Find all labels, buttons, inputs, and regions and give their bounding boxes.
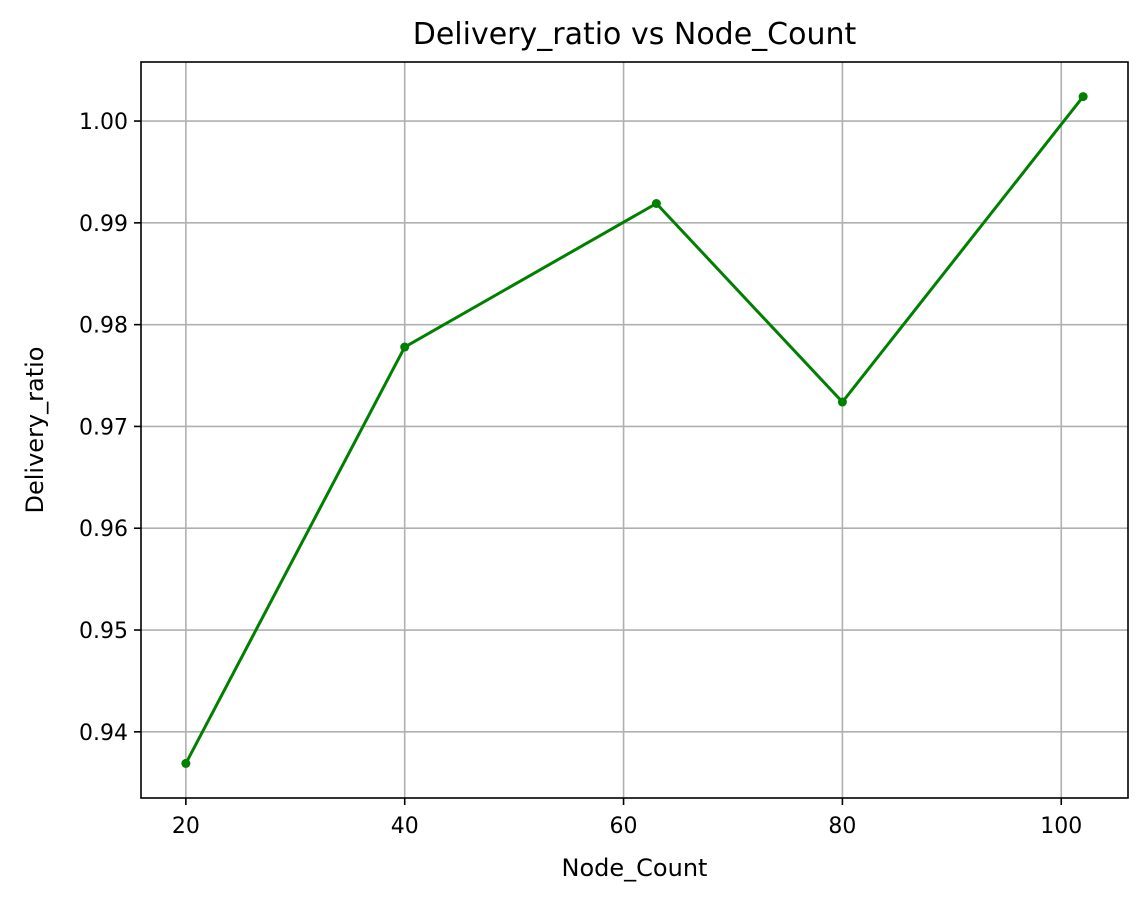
plot-frame — [140, 61, 1129, 799]
y-tick-label: 0.94 — [79, 721, 128, 746]
data-point — [837, 397, 847, 407]
y-axis-label: Delivery_ratio — [21, 347, 49, 514]
y-tick-label: 0.99 — [79, 212, 128, 237]
data-point — [651, 198, 661, 208]
x-tick-label: 100 — [1040, 814, 1082, 839]
y-tick-label: 1.00 — [79, 110, 128, 135]
data-point — [1078, 92, 1088, 102]
y-tick-label: 0.98 — [79, 314, 128, 339]
x-tick-label: 40 — [391, 814, 419, 839]
y-tick-label: 0.97 — [79, 415, 128, 440]
x-tick-label: 80 — [828, 814, 856, 839]
x-tick-label: 60 — [610, 814, 638, 839]
x-axis-ticks: 20 40 60 80 100 — [172, 798, 1082, 839]
data-series — [181, 92, 1088, 768]
x-tick-label: 20 — [172, 814, 200, 839]
y-axis-ticks: 0.94 0.95 0.96 0.97 0.98 0.99 1.00 — [79, 110, 141, 746]
chart-title: Delivery_ratio vs Node_Count — [413, 17, 857, 52]
data-point — [181, 758, 191, 768]
grid-lines — [141, 62, 1128, 798]
y-tick-label: 0.95 — [79, 619, 128, 644]
data-point — [400, 342, 410, 352]
x-axis-label: Node_Count — [562, 854, 708, 882]
y-tick-label: 0.96 — [79, 517, 128, 542]
